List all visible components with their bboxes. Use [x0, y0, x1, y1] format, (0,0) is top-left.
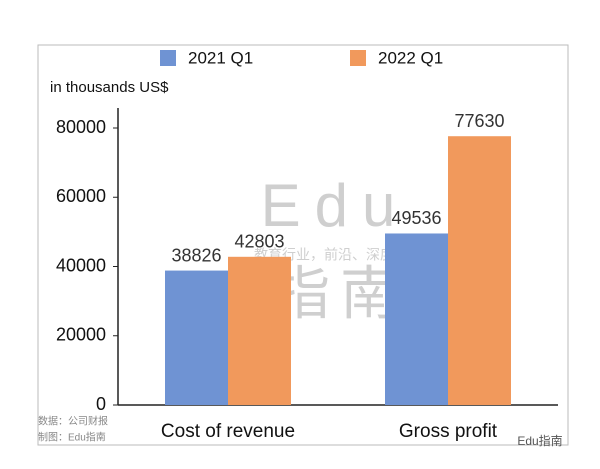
bar — [165, 270, 228, 405]
y-tick-label: 40000 — [56, 255, 106, 275]
frame — [37, 44, 569, 446]
bar — [228, 256, 291, 405]
y-tick-label: 20000 — [56, 325, 106, 345]
watermark-title: Edu — [261, 172, 410, 239]
value-label: 42803 — [234, 232, 284, 252]
watermark-name: 指南 — [272, 261, 408, 326]
y-tick-label: 80000 — [56, 117, 106, 137]
bar — [448, 136, 511, 406]
source-account: Edu指南 — [517, 433, 562, 448]
value-label: 38826 — [171, 245, 221, 265]
y-tick-label: 60000 — [56, 186, 106, 206]
y-tick-label: 0 — [96, 394, 106, 414]
legend-label: 2022 Q1 — [378, 48, 443, 67]
value-label: 77630 — [454, 111, 504, 131]
legend-swatch — [160, 50, 176, 66]
legend-label: 2021 Q1 — [188, 48, 253, 67]
bar — [385, 233, 448, 405]
source-data: 数据：公司财报 — [38, 415, 108, 428]
x-tick-label: Gross profit — [399, 421, 498, 442]
axis-label: in thousands US$ — [50, 79, 169, 96]
value-label: 49536 — [391, 208, 441, 228]
legend-swatch — [350, 50, 366, 66]
source-made-by: 制图：Edu指南 — [38, 431, 106, 444]
x-tick-label: Cost of revenue — [161, 421, 295, 442]
